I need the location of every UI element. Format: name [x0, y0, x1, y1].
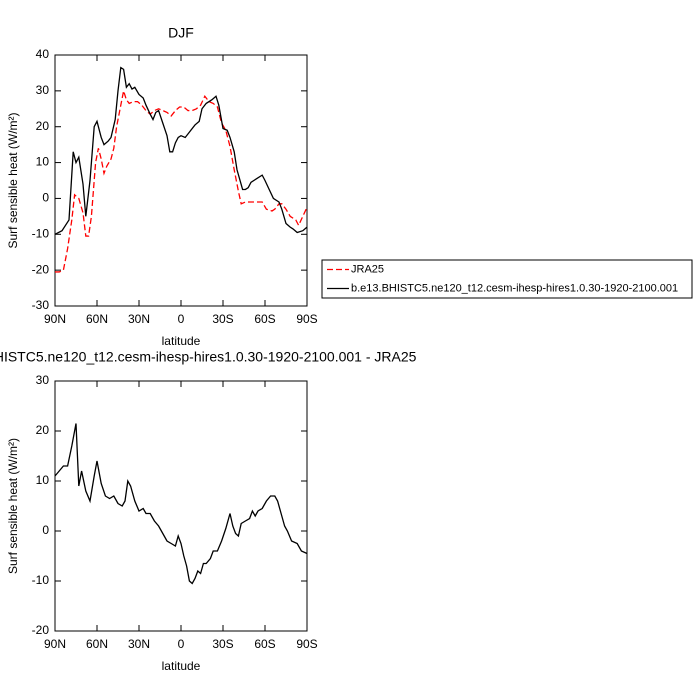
- legend-label: JRA25: [351, 263, 384, 275]
- y-axis-label: Surf sensible heat (W/m²): [6, 112, 20, 248]
- x-tick-label: 90S: [296, 637, 317, 651]
- y-tick-label: -20: [32, 262, 50, 276]
- x-tick-label: 60N: [86, 312, 108, 326]
- x-tick-label: 30N: [128, 637, 150, 651]
- x-tick-label: 30N: [128, 312, 150, 326]
- x-tick-label: 90N: [44, 637, 66, 651]
- y-tick-label: 40: [36, 47, 50, 61]
- x-axis-label: latitude: [162, 334, 201, 348]
- y-tick-label: 0: [42, 523, 49, 537]
- x-tick-label: 60N: [86, 637, 108, 651]
- y-axis-label: Surf sensible heat (W/m²): [6, 438, 20, 574]
- x-axis-label: latitude: [162, 659, 201, 673]
- y-tick-label: 10: [36, 473, 50, 487]
- data-line: [54, 423, 308, 585]
- data-line: [55, 90, 308, 273]
- y-tick-label: -30: [32, 298, 50, 312]
- y-tick-label: 30: [36, 373, 50, 387]
- chart-title: b.e13.BHISTC5.ne120_t12.cesm-ihesp-hires…: [0, 349, 417, 365]
- x-tick-label: 30S: [212, 637, 233, 651]
- data-line: [54, 66, 308, 235]
- x-tick-label: 90N: [44, 312, 66, 326]
- plot-frame: [54, 380, 308, 632]
- x-tick-label: 30S: [212, 312, 233, 326]
- plot-frame: [54, 54, 308, 307]
- y-tick-label: -10: [32, 226, 50, 240]
- chart-title: DJF: [168, 25, 194, 41]
- legend-label: b.e13.BHISTC5.ne120_t12.cesm-ihesp-hires…: [351, 282, 678, 294]
- x-tick-label: 60S: [254, 637, 275, 651]
- x-tick-label: 60S: [254, 312, 275, 326]
- y-tick-label: 30: [36, 83, 50, 97]
- x-tick-label: 0: [178, 637, 185, 651]
- y-tick-label: 0: [42, 191, 49, 205]
- y-tick-label: 20: [36, 119, 50, 133]
- y-tick-label: 20: [36, 423, 50, 437]
- x-tick-label: 0: [178, 312, 185, 326]
- y-tick-label: -10: [32, 573, 50, 587]
- legend-box: [321, 259, 693, 299]
- y-tick-label: 10: [36, 155, 50, 169]
- y-tick-label: -20: [32, 623, 50, 637]
- x-tick-label: 90S: [296, 312, 317, 326]
